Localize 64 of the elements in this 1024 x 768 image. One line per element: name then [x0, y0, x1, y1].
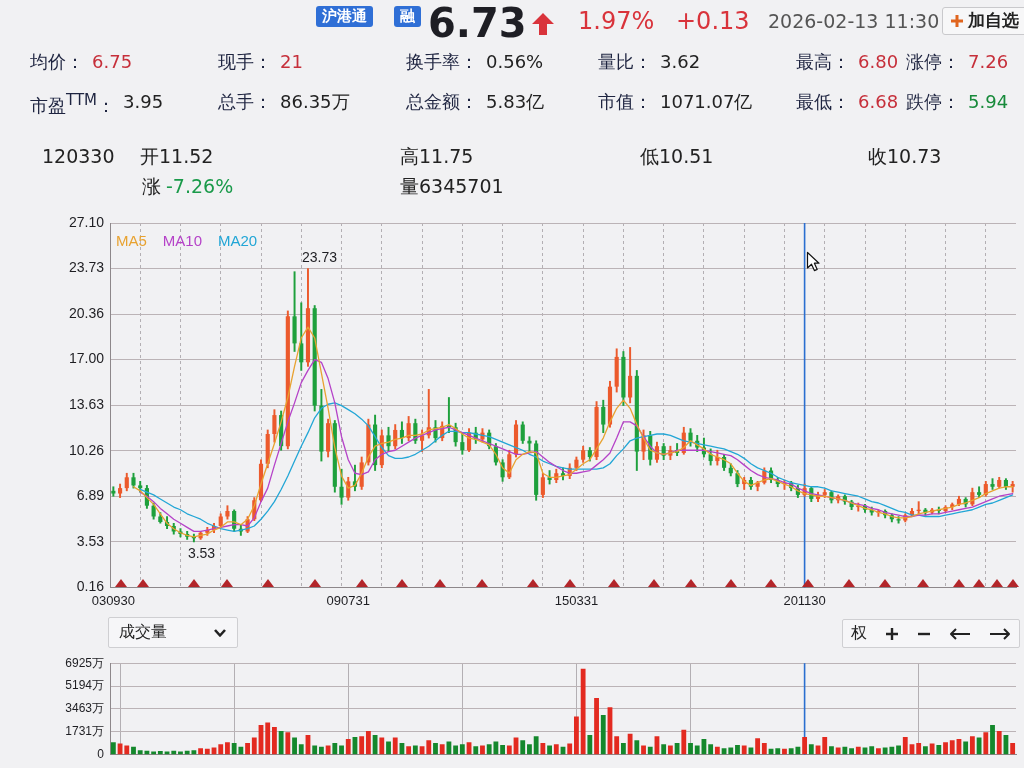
y-tick-label: 0.16 — [76, 578, 105, 595]
text: 开11.52 — [140, 145, 214, 168]
text: 量比： — [598, 51, 652, 73]
text: 5.83亿 — [486, 91, 545, 113]
text: 6.68 — [858, 91, 899, 113]
text: 1.97% — [578, 7, 655, 36]
text: +0.13 — [676, 7, 750, 36]
annotation: 23.73 — [301, 249, 338, 266]
text: 权 — [851, 623, 867, 644]
text: 换手率： — [406, 51, 478, 73]
text: 最高： — [796, 51, 850, 73]
y-tick-label: 6.89 — [76, 487, 105, 504]
text: 1071.07亿 — [660, 91, 753, 113]
text: MA10 — [162, 232, 203, 249]
text: 3.62 — [660, 51, 701, 73]
text: MA5 — [116, 232, 147, 249]
y-tick-label: 17.00 — [68, 350, 105, 367]
y-tick-label: 3.53 — [76, 532, 105, 549]
text: 高11.75 — [400, 145, 474, 168]
y-tick-label: 27.10 — [68, 213, 105, 230]
x-tick-label: 030930 — [91, 592, 136, 608]
text: -7.26% — [166, 175, 234, 198]
text: 加自选 — [968, 10, 1019, 31]
x-tick-label: 090731 — [326, 592, 370, 608]
text: 总金额： — [406, 91, 478, 113]
text: 现手： — [218, 51, 272, 73]
text: 融 — [394, 6, 421, 28]
text: 2026-02-13 11:30 — [768, 10, 940, 33]
text: 最低： — [796, 91, 850, 113]
y-tick-label: 13.63 — [68, 396, 105, 413]
text: 7.26 — [968, 51, 1009, 73]
text: 6.75 — [92, 51, 133, 73]
text: 涨 — [142, 175, 161, 198]
y-tick-label: 3463万 — [65, 701, 104, 716]
text: 均价： — [30, 51, 84, 73]
text: 86.35万 — [280, 91, 350, 113]
text: 市盈$^{TTM}$： — [30, 91, 116, 117]
text: 涨停： — [906, 51, 960, 73]
x-tick-label: 201130 — [783, 592, 826, 608]
text: 120330 — [42, 145, 115, 168]
y-tick-label: 1731万 — [65, 724, 104, 739]
text: 0.56% — [486, 51, 544, 73]
text: 市值： — [598, 91, 652, 113]
y-tick-label: 5194万 — [65, 678, 104, 693]
annotation: 3.53 — [187, 544, 216, 561]
text: 5.94 — [968, 91, 1009, 113]
text: 跌停： — [906, 91, 960, 113]
y-tick-label: 20.36 — [68, 305, 105, 322]
text: MA20 — [218, 232, 258, 249]
y-tick-label: 0 — [97, 747, 105, 762]
text: 量6345701 — [400, 175, 504, 198]
text: 3.95 — [123, 91, 164, 114]
text: 低10.51 — [640, 145, 714, 168]
text: 6.73 — [428, 0, 527, 46]
chart-title: 成交量 — [119, 622, 167, 643]
text: 沪港通 — [316, 6, 373, 28]
text: 总手： — [218, 91, 272, 113]
y-tick-label: 23.73 — [68, 259, 105, 276]
y-tick-label: 10.26 — [68, 441, 105, 458]
text: 收10.73 — [868, 145, 942, 168]
y-tick-label: 6925万 — [65, 655, 104, 670]
text: 21 — [280, 51, 303, 73]
x-tick-label: 150331 — [554, 592, 599, 608]
text: 6.80 — [858, 51, 899, 73]
